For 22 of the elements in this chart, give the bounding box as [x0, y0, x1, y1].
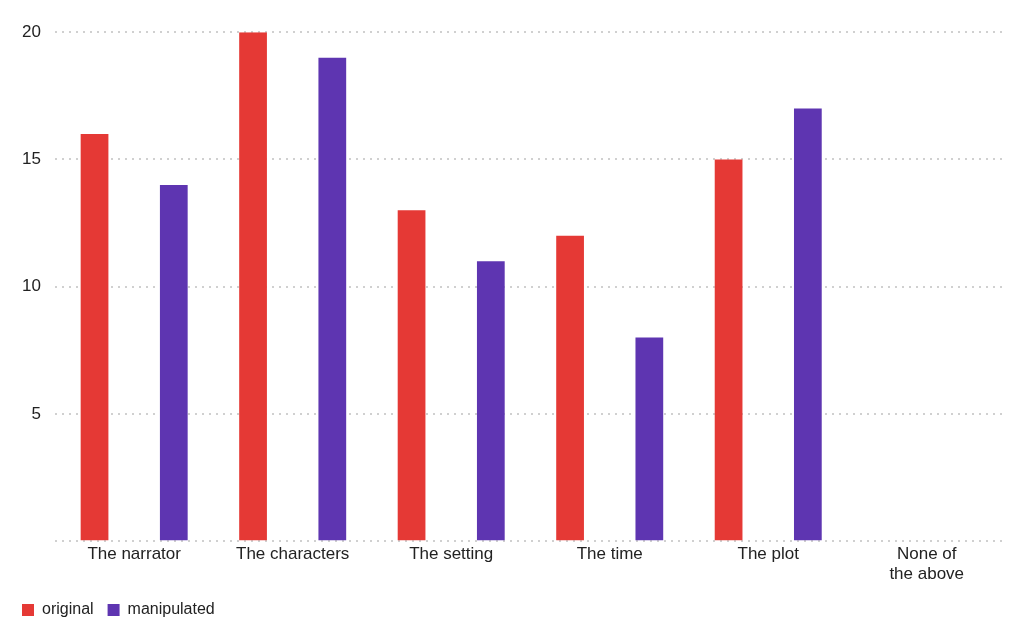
y-tick-label: 15 [21, 149, 41, 169]
bar [159, 184, 188, 541]
bar [556, 235, 584, 541]
x-tick-label: The setting [409, 544, 494, 564]
x-tick-label: The plot [737, 544, 800, 564]
bar [793, 108, 822, 541]
y-tick-label: 10 [21, 276, 41, 296]
bar [635, 337, 664, 541]
y-tick-label: 5 [31, 403, 41, 423]
bar [239, 32, 267, 541]
bar [80, 134, 109, 541]
bar [318, 57, 347, 541]
x-tick-label: The time [576, 544, 643, 564]
legend-label: manipulated [127, 600, 215, 618]
x-tick-label: The narrator [87, 544, 182, 564]
bar [476, 261, 505, 541]
y-tick-label: 20 [21, 21, 41, 41]
bar [397, 210, 426, 541]
legend-label: original [42, 600, 94, 618]
bar [714, 159, 743, 541]
x-tick-label: The characters [235, 544, 350, 564]
x-tick-label: None of the above [889, 544, 965, 584]
